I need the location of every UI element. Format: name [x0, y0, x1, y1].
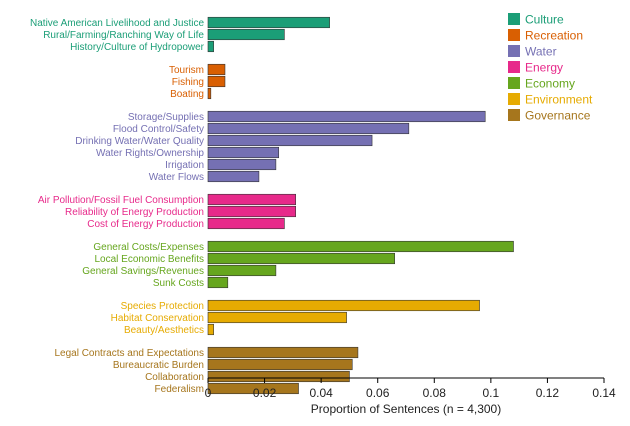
category-label-tourism: Tourism	[169, 65, 204, 76]
bar-local-economic-benefits	[207, 252, 395, 265]
bar-general-costs-expenses	[207, 240, 514, 253]
category-label-boating: Boating	[170, 89, 204, 100]
category-label-general-savings-revenues: General Savings/Revenues	[82, 266, 204, 277]
category-label-flood-control-safety: Flood Control/Safety	[113, 124, 204, 135]
legend-swatch-energy	[508, 61, 520, 73]
legend-label-governance: Governance	[525, 109, 591, 123]
bar-legal-contracts-and-expectations	[207, 346, 359, 359]
legend-label-recreation: Recreation	[525, 29, 583, 43]
x-tick-label: 0.1	[483, 386, 500, 400]
category-labels: Native American Livelihood and JusticeRu…	[30, 18, 205, 395]
bar-species-protection	[207, 299, 480, 312]
bar-rural-farming-ranching-way-of-life	[207, 28, 285, 41]
category-label-history-culture-of-hydropower: History/Culture of Hydropower	[70, 42, 205, 53]
x-tick-label: 0.02	[253, 386, 277, 400]
bar-flood-control-safety	[207, 122, 410, 135]
category-label-reliability-of-energy-production: Reliability of Energy Production	[65, 207, 204, 218]
legend-swatch-recreation	[508, 29, 520, 41]
bar-irrigation	[207, 158, 277, 171]
legend-label-environment: Environment	[525, 93, 593, 107]
x-axis-label: Proportion of Sentences (n = 4,300)	[311, 402, 501, 416]
category-label-legal-contracts-and-expectations: Legal Contracts and Expectations	[54, 348, 204, 359]
category-label-water-flows: Water Flows	[149, 172, 204, 183]
legend-label-energy: Energy	[525, 61, 563, 75]
bar-fishing	[207, 75, 226, 88]
legend-label-economy: Economy	[525, 77, 575, 91]
bars-layer	[207, 16, 514, 395]
legend-swatch-water	[508, 45, 520, 57]
bar-storage-supplies	[207, 110, 486, 123]
category-label-sunk-costs: Sunk Costs	[153, 278, 204, 289]
bar-cost-of-energy-production	[207, 217, 285, 230]
legend: Culture Recreation Water Energy Economy Envir…	[508, 13, 593, 123]
category-label-storage-supplies: Storage/Supplies	[128, 112, 204, 123]
category-label-rural-farming-ranching-way-of-life: Rural/Farming/Ranching Way of Life	[43, 30, 204, 41]
category-label-drinking-water-water-quality: Drinking Water/Water Quality	[75, 136, 204, 147]
category-label-general-costs-expenses: General Costs/Expenses	[93, 242, 204, 253]
x-tick-label: 0.04	[309, 386, 333, 400]
bar-water-flows	[207, 170, 260, 183]
bar-habitat-conservation	[207, 311, 347, 324]
x-tick-label: 0.06	[366, 386, 390, 400]
bar-sunk-costs	[207, 276, 229, 289]
category-label-habitat-conservation: Habitat Conservation	[111, 313, 204, 324]
category-label-water-rights-ownership: Water Rights/Ownership	[96, 148, 204, 159]
category-label-air-pollution-fossil-fuel-consumption: Air Pollution/Fossil Fuel Consumption	[38, 195, 204, 206]
bar-bureaucratic-burden	[207, 358, 353, 371]
legend-label-culture: Culture	[525, 13, 564, 27]
legend-swatch-economy	[508, 77, 520, 89]
bar-reliability-of-energy-production	[207, 205, 296, 218]
bar-native-american-livelihood-and-justice	[207, 16, 330, 29]
bar-tourism	[207, 63, 226, 76]
x-tick-label: 0.08	[423, 386, 447, 400]
category-label-cost-of-energy-production: Cost of Energy Production	[87, 219, 204, 230]
category-label-bureaucratic-burden: Bureaucratic Burden	[113, 360, 204, 371]
x-tick-label: 0	[205, 386, 212, 400]
category-label-beauty-aesthetics: Beauty/Aesthetics	[124, 325, 204, 336]
bar-boating	[207, 87, 212, 100]
bar-history-culture-of-hydropower	[207, 40, 214, 53]
bar-collaboration	[207, 370, 350, 383]
bar-general-savings-revenues	[207, 264, 277, 277]
legend-swatch-culture	[508, 13, 520, 25]
category-label-fishing: Fishing	[172, 77, 204, 88]
x-axis: 0 0.02 0.04 0.06 0.08 0.1 0.12 0.14	[205, 377, 616, 400]
bar-beauty-aesthetics	[207, 323, 214, 336]
category-label-native-american-livelihood-and-justice: Native American Livelihood and Justice	[30, 18, 204, 29]
category-label-species-protection: Species Protection	[121, 301, 204, 312]
x-tick-label: 0.14	[592, 386, 616, 400]
bar-water-rights-ownership	[207, 146, 280, 159]
legend-swatch-governance	[508, 109, 520, 121]
legend-swatch-environment	[508, 93, 520, 105]
category-label-irrigation: Irrigation	[165, 160, 204, 171]
bar-air-pollution-fossil-fuel-consumption	[207, 193, 296, 206]
category-label-local-economic-benefits: Local Economic Benefits	[94, 254, 204, 265]
legend-label-water: Water	[525, 45, 557, 59]
x-tick-label: 0.12	[536, 386, 560, 400]
bar-federalism	[207, 382, 299, 395]
category-label-federalism: Federalism	[155, 384, 204, 395]
bar-drinking-water-water-quality	[207, 134, 373, 147]
category-label-collaboration: Collaboration	[145, 372, 204, 383]
